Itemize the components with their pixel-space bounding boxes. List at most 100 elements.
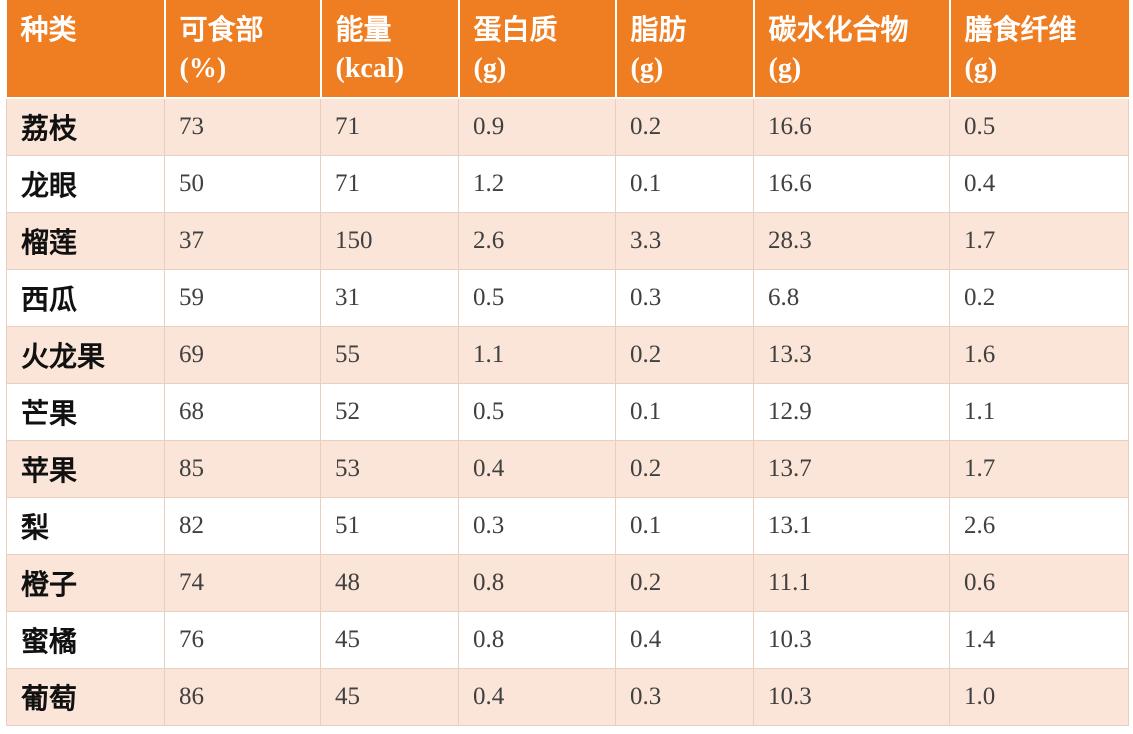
- cell-value: 71: [320, 97, 459, 156]
- cell-value: 16.6: [753, 97, 950, 156]
- fruit-name: 荔枝: [6, 97, 165, 156]
- header-unit: (g): [964, 53, 998, 84]
- cell-value: 10.3: [753, 610, 950, 669]
- header-cell: 碳水化合物 (g): [752, 0, 950, 99]
- cell-value: 68: [164, 382, 321, 441]
- header-name: 能量: [335, 13, 392, 46]
- cell-value: 50: [164, 154, 321, 213]
- cell-value: 0.5: [458, 382, 616, 441]
- header-unit: (g): [473, 53, 507, 84]
- header-unit: (g): [630, 53, 664, 84]
- cell-value: 52: [320, 382, 459, 441]
- cell-value: 13.7: [753, 439, 950, 498]
- fruit-name: 火龙果: [6, 325, 165, 384]
- cell-value: 55: [320, 325, 459, 384]
- cell-value: 0.9: [458, 97, 616, 156]
- cell-value: 45: [320, 610, 459, 669]
- cell-value: 12.9: [753, 382, 950, 441]
- cell-value: 53: [320, 439, 459, 498]
- table-row: 龙眼 50 71 1.2 0.1 16.6 0.4: [6, 154, 1129, 213]
- cell-value: 0.5: [949, 97, 1129, 156]
- table-row: 苹果 85 53 0.4 0.2 13.7 1.7: [6, 439, 1129, 498]
- cell-value: 0.3: [458, 496, 616, 555]
- cell-value: 0.4: [615, 610, 754, 669]
- cell-value: 1.1: [458, 325, 616, 384]
- header-name: 膳食纤维: [964, 13, 1077, 46]
- table-row: 芒果 68 52 0.5 0.1 12.9 1.1: [6, 382, 1129, 441]
- fruit-name: 橙子: [6, 553, 165, 612]
- table-row: 荔枝 73 71 0.9 0.2 16.6 0.5: [6, 97, 1129, 156]
- header-cell: 蛋白质 (g): [457, 0, 616, 99]
- table-row: 梨 82 51 0.3 0.1 13.1 2.6: [6, 496, 1129, 555]
- cell-value: 59: [164, 268, 321, 327]
- fruit-name: 苹果: [6, 439, 165, 498]
- cell-value: 13.3: [753, 325, 950, 384]
- cell-value: 73: [164, 97, 321, 156]
- cell-value: 45: [320, 667, 459, 726]
- header-cell: 可食部 (%): [163, 0, 321, 99]
- table-row: 火龙果 69 55 1.1 0.2 13.3 1.6: [6, 325, 1129, 384]
- cell-value: 82: [164, 496, 321, 555]
- cell-value: 0.6: [949, 553, 1129, 612]
- cell-value: 0.2: [615, 553, 754, 612]
- cell-value: 1.0: [949, 667, 1129, 726]
- cell-value: 16.6: [753, 154, 950, 213]
- fruit-name: 龙眼: [6, 154, 165, 213]
- cell-value: 150: [320, 211, 459, 270]
- cell-value: 0.4: [949, 154, 1129, 213]
- fruit-name: 西瓜: [6, 268, 165, 327]
- header-cell: 种类: [6, 0, 165, 99]
- header-name: 蛋白质: [473, 13, 558, 46]
- fruit-name: 芒果: [6, 382, 165, 441]
- header-cell: 脂肪 (g): [614, 0, 754, 99]
- cell-value: 0.2: [615, 439, 754, 498]
- header-cell: 膳食纤维 (g): [948, 0, 1129, 99]
- cell-value: 0.4: [458, 439, 616, 498]
- cell-value: 0.2: [615, 97, 754, 156]
- fruit-name: 梨: [6, 496, 165, 555]
- cell-value: 3.3: [615, 211, 754, 270]
- cell-value: 0.1: [615, 496, 754, 555]
- cell-value: 1.4: [949, 610, 1129, 669]
- cell-value: 6.8: [753, 268, 950, 327]
- cell-value: 2.6: [458, 211, 616, 270]
- fruit-name: 蜜橘: [6, 610, 165, 669]
- cell-value: 37: [164, 211, 321, 270]
- cell-value: 48: [320, 553, 459, 612]
- cell-value: 0.1: [615, 382, 754, 441]
- header-row: 种类 可食部 (%) 能量 (kcal) 蛋白质 (g) 脂肪 (g) 碳水化合物 (g) 膳食纤维 (…: [6, 0, 1129, 99]
- cell-value: 1.7: [949, 211, 1129, 270]
- nutrition-table: 种类 可食部 (%) 能量 (kcal) 蛋白质 (g) 脂肪 (g) 碳水化合物 (g) 膳食纤维 (…: [6, 0, 1129, 726]
- cell-value: 11.1: [753, 553, 950, 612]
- cell-value: 85: [164, 439, 321, 498]
- cell-value: 51: [320, 496, 459, 555]
- fruit-name: 葡萄: [6, 667, 165, 726]
- table-row: 榴莲 37 150 2.6 3.3 28.3 1.7: [6, 211, 1129, 270]
- header-unit: (g): [768, 53, 802, 84]
- cell-value: 0.1: [615, 154, 754, 213]
- cell-value: 71: [320, 154, 459, 213]
- table-row: 蜜橘 76 45 0.8 0.4 10.3 1.4: [6, 610, 1129, 669]
- table-row: 葡萄 86 45 0.4 0.3 10.3 1.0: [6, 667, 1129, 726]
- header-unit: (kcal): [335, 53, 404, 84]
- cell-value: 31: [320, 268, 459, 327]
- header-name: 可食部: [179, 13, 264, 46]
- table-row: 橙子 74 48 0.8 0.2 11.1 0.6: [6, 553, 1129, 612]
- cell-value: 13.1: [753, 496, 950, 555]
- cell-value: 28.3: [753, 211, 950, 270]
- cell-value: 1.2: [458, 154, 616, 213]
- fruit-name: 榴莲: [6, 211, 165, 270]
- header-unit: (%): [179, 53, 227, 84]
- cell-value: 86: [164, 667, 321, 726]
- cell-value: 1.1: [949, 382, 1129, 441]
- cell-value: 2.6: [949, 496, 1129, 555]
- cell-value: 0.8: [458, 553, 616, 612]
- header-cell: 能量 (kcal): [319, 0, 459, 99]
- cell-value: 1.7: [949, 439, 1129, 498]
- cell-value: 0.2: [615, 325, 754, 384]
- nutrition-table-wrap: 种类 可食部 (%) 能量 (kcal) 蛋白质 (g) 脂肪 (g) 碳水化合物 (g) 膳食纤维 (…: [6, 0, 1129, 726]
- cell-value: 1.6: [949, 325, 1129, 384]
- cell-value: 0.3: [615, 667, 754, 726]
- cell-value: 10.3: [753, 667, 950, 726]
